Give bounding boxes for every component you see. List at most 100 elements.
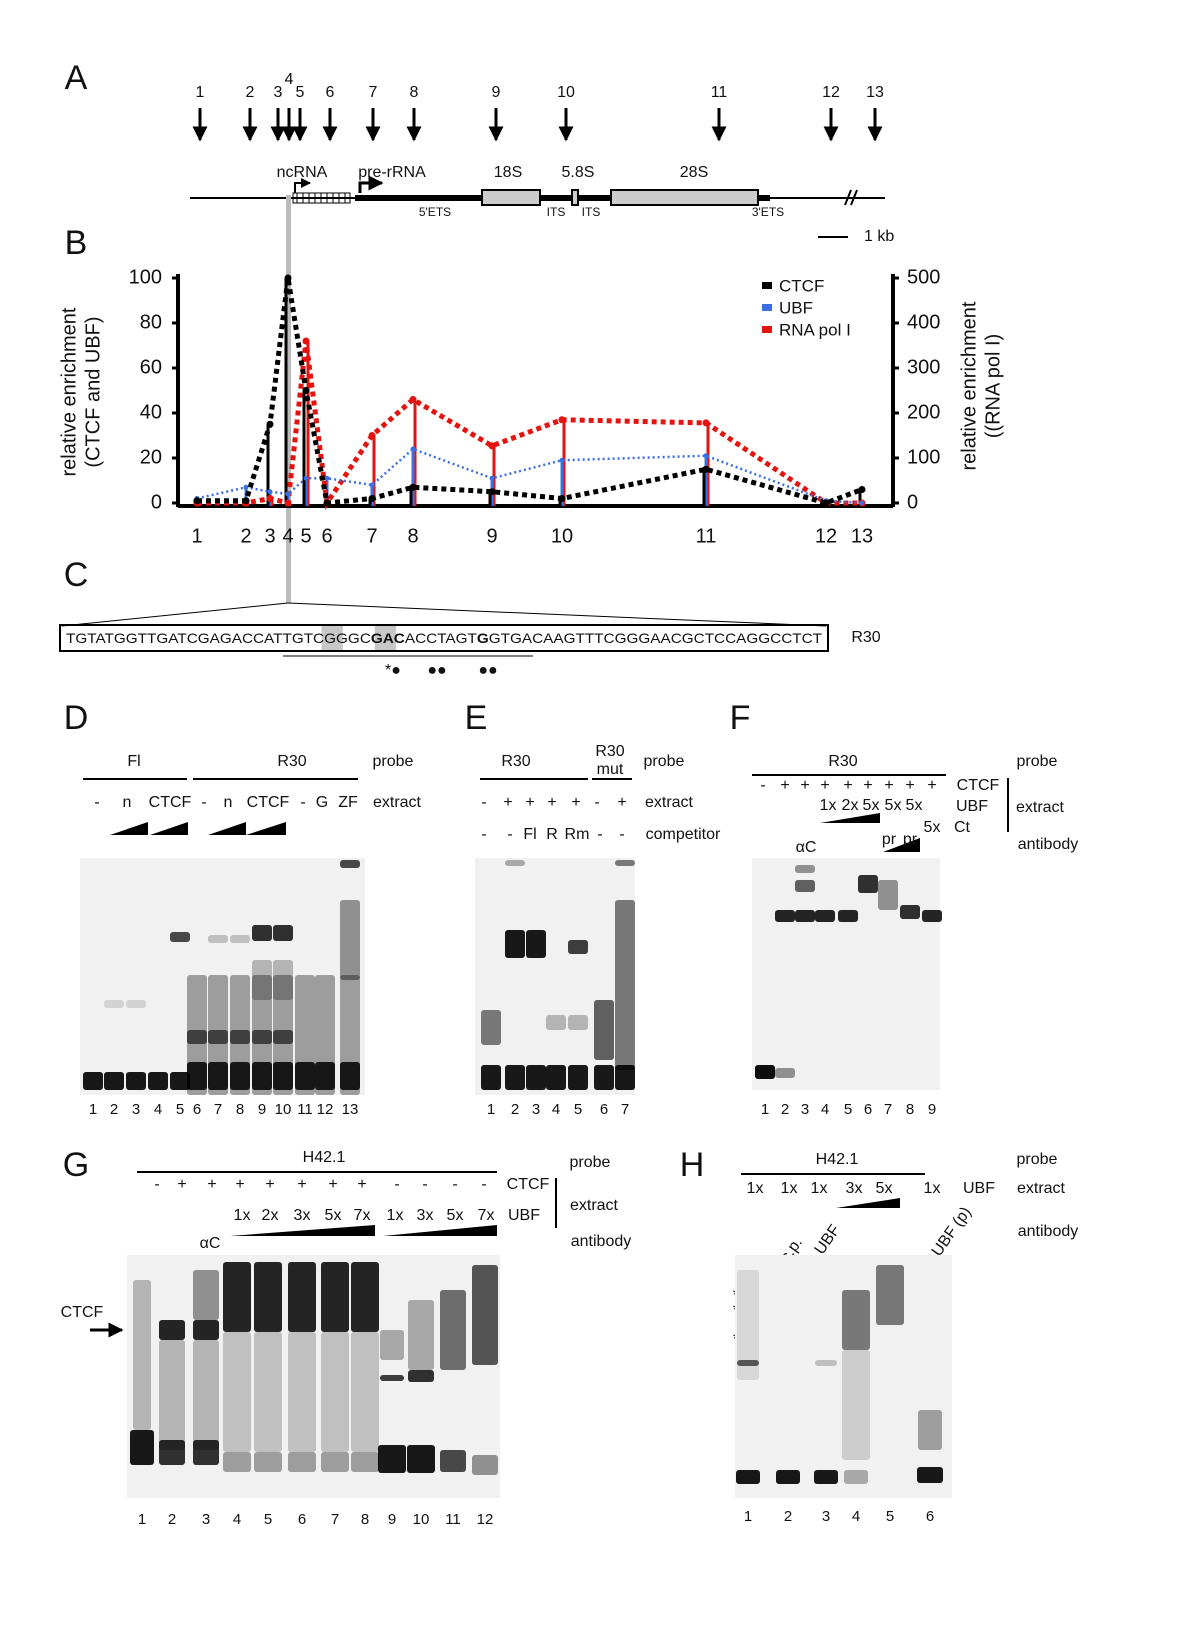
gel-band [815, 910, 835, 922]
wedge [246, 822, 286, 835]
site-number: 9 [492, 84, 501, 101]
label: 10 [413, 1511, 430, 1528]
sequence-name: R30 [851, 629, 880, 646]
wedge [383, 1225, 497, 1236]
label: 5 [264, 1511, 272, 1528]
gel-band [273, 960, 293, 1000]
point [284, 274, 292, 282]
label: 3 [202, 1511, 210, 1528]
x-tick-label: 13 [851, 525, 873, 547]
label: + [297, 1176, 306, 1193]
legend-swatch [762, 304, 772, 311]
legend-label: RNA pol I [779, 320, 851, 339]
label: αC [796, 839, 817, 856]
point [266, 420, 274, 428]
x-tick-label: 11 [696, 525, 717, 547]
gel-band [126, 1072, 146, 1090]
point [243, 484, 249, 490]
label: - [594, 794, 599, 811]
gel [80, 858, 365, 1095]
gel-band [755, 1065, 775, 1079]
label: CTCF [957, 777, 1000, 794]
point [193, 497, 201, 505]
gel-band [187, 1062, 207, 1090]
label: + [207, 1176, 216, 1193]
gel-band [615, 860, 635, 866]
highlight [321, 626, 343, 650]
label: 13 [342, 1101, 359, 1118]
label: R [546, 826, 558, 843]
site-number: 10 [557, 84, 575, 101]
label: 5x [325, 1207, 342, 1224]
label: 3x [294, 1207, 311, 1224]
gel-band [917, 1467, 943, 1483]
label: - [422, 1176, 427, 1193]
y2-tick-label: 400 [907, 311, 940, 333]
gel-band [568, 1065, 588, 1090]
gel-band [252, 960, 272, 1000]
label: 1 [89, 1101, 97, 1118]
label: 7x [478, 1207, 495, 1224]
gel-band [170, 932, 190, 942]
point [409, 396, 417, 403]
x-tick-label: 2 [240, 525, 251, 547]
label: + [525, 794, 534, 811]
gel-band [568, 940, 588, 954]
gel-band [83, 1072, 103, 1090]
label: probe [570, 1154, 611, 1171]
gel-band [230, 1062, 250, 1090]
label: - [154, 1176, 159, 1193]
wedge [110, 822, 148, 835]
region-label: 18S [494, 164, 522, 181]
label: probe [644, 753, 685, 770]
label: - [481, 826, 486, 843]
highlight [374, 626, 397, 650]
label: 6 [864, 1101, 872, 1118]
gel-band [481, 1010, 501, 1045]
label: R30 [501, 753, 530, 770]
gel-band [844, 1470, 868, 1484]
x-tick-label: 7 [366, 525, 377, 547]
label: R30 [595, 743, 624, 760]
region-label: 5'ETS [419, 205, 451, 219]
label: 2 [110, 1101, 118, 1118]
panel-label: D [64, 699, 89, 737]
label: - [481, 1176, 486, 1193]
gel-band [858, 875, 878, 893]
gel-band [546, 1015, 566, 1030]
point [559, 457, 565, 463]
gel-band [159, 1340, 185, 1450]
point [302, 387, 310, 394]
gel-band [273, 1030, 293, 1044]
gel-band [321, 1262, 349, 1332]
gel-band [193, 1340, 219, 1450]
x-tick-label: 8 [407, 525, 418, 547]
gel-band [408, 1370, 434, 1382]
gel-band [795, 910, 815, 922]
label: 2x [842, 797, 859, 814]
gel-band [288, 1332, 316, 1452]
label: UBF [812, 1222, 844, 1258]
y2-axis-label: ((RNA pol I) [982, 334, 1004, 438]
arrow-label: CTCF [61, 1304, 104, 1321]
sequence: TGTATGGTTGATCGAGACCATTGT CG GGC GA CACCTAGT G… [66, 630, 822, 646]
gel-band [273, 1062, 293, 1090]
legend-label: UBF [779, 298, 813, 317]
label: CTCF [507, 1176, 550, 1193]
label: 4 [233, 1511, 241, 1528]
gel-band [775, 910, 795, 922]
point [324, 475, 330, 481]
region-label: ITS [582, 205, 601, 219]
gel-band [842, 1350, 870, 1460]
point [323, 499, 331, 507]
label: Fl [523, 826, 536, 843]
label: - [597, 826, 602, 843]
point [368, 432, 376, 439]
wedge [820, 813, 880, 823]
y2-tick-label: 100 [907, 446, 940, 468]
gel-band [380, 1375, 404, 1381]
label: probe [1017, 753, 1058, 770]
site-highlight [286, 195, 291, 603]
y-axis-label: relative enrichment [58, 307, 80, 476]
label: probe [1017, 1151, 1058, 1168]
